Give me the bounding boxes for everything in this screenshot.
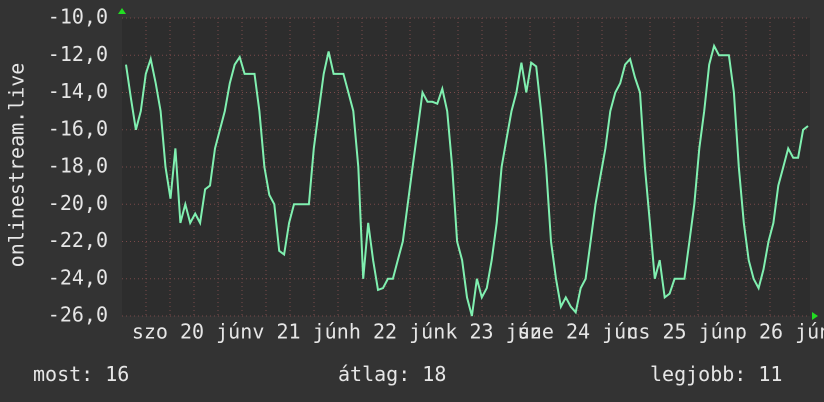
stat-value: 18 <box>422 362 446 386</box>
y-tick-label: -14,0 <box>48 79 108 103</box>
y-tick-label: -20,0 <box>48 191 108 215</box>
x-tick-label: k 23 jún <box>445 320 541 344</box>
x-tick-label: v 21 jún <box>252 320 348 344</box>
y-tick-label: -12,0 <box>48 42 108 66</box>
y-tick-label: -10,0 <box>48 5 108 29</box>
y-tick-label: -26,0 <box>48 303 108 327</box>
x-tick-label: sze 24 jún <box>518 320 638 344</box>
data-line <box>125 43 809 317</box>
stat: legjobb: 11 <box>650 362 782 386</box>
axis-arrow <box>812 312 818 320</box>
x-tick-label: h 22 jún <box>349 320 445 344</box>
stat: átlag: 18 <box>338 362 446 386</box>
y-tick-label: -22,0 <box>48 228 108 252</box>
x-tick-label: cs 25 jún <box>626 320 734 344</box>
y-tick-label: -24,0 <box>48 265 108 289</box>
stat-value: 16 <box>105 362 129 386</box>
stat-value: 11 <box>758 362 782 386</box>
axis-arrow <box>118 8 126 14</box>
stat-label: most: <box>33 362 93 386</box>
y-tick-label: -18,0 <box>48 154 108 178</box>
stat: most: 16 <box>33 362 129 386</box>
y-axis-label: onlinestream.live <box>5 63 29 268</box>
x-tick-label: szo 20 jún <box>132 320 252 344</box>
stat-label: legjobb: <box>650 362 746 386</box>
stat-label: átlag: <box>338 362 410 386</box>
x-tick-label: p 26 jún <box>735 320 824 344</box>
y-tick-label: -16,0 <box>48 116 108 140</box>
